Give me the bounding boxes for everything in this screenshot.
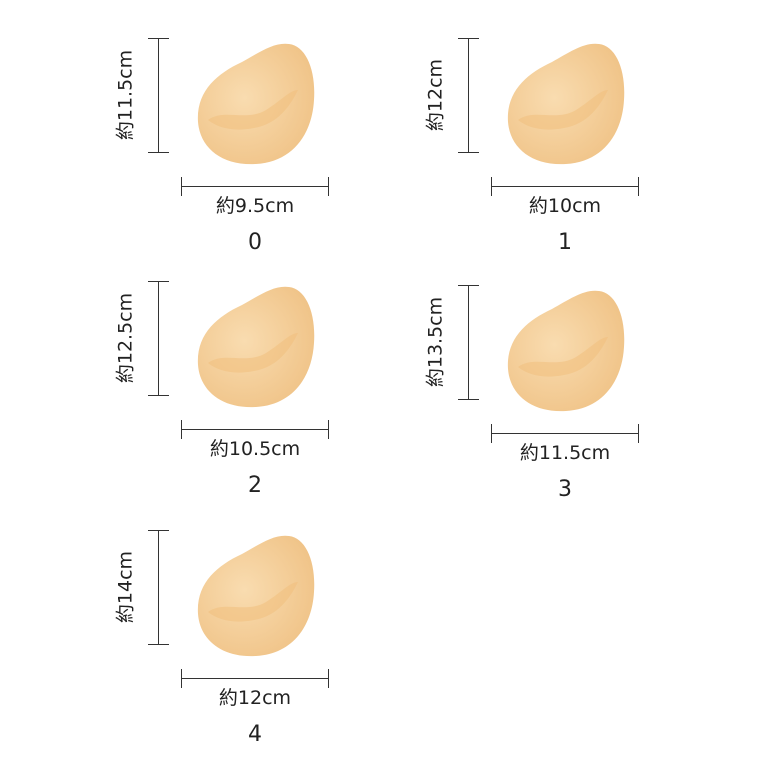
item-number: 1 — [558, 230, 572, 255]
height-dimension-line — [148, 281, 169, 396]
width-label: 約10.5cm — [209, 438, 301, 460]
size-item-3: 約13.5cm 約11.5cm 3 — [420, 277, 660, 512]
width-label: 約12cm — [218, 687, 292, 709]
breast-pad-image — [194, 532, 318, 658]
size-item-4: 約14cm 約12cm 4 — [110, 522, 350, 757]
height-label: 約11.5cm — [114, 49, 137, 141]
height-dimension-line — [148, 38, 169, 153]
size-item-0: 約11.5cm 約9.5cm 0 — [110, 30, 350, 265]
breast-pad-image — [504, 40, 628, 166]
breast-pad-image — [194, 283, 318, 409]
width-label: 約9.5cm — [215, 195, 295, 217]
breast-pad-image — [194, 40, 318, 166]
height-dimension-line — [148, 530, 169, 645]
width-dimension-line — [181, 420, 329, 439]
size-item-1: 約12cm 約10cm 1 — [420, 30, 660, 265]
width-dimension-line — [181, 177, 329, 196]
height-dimension-line — [458, 285, 479, 400]
width-dimension-line — [491, 177, 639, 196]
width-label: 約11.5cm — [519, 442, 611, 464]
item-number: 2 — [248, 473, 262, 498]
height-dimension-line — [458, 38, 479, 153]
height-label: 約14cm — [114, 550, 137, 624]
breast-pad-image — [504, 287, 628, 413]
height-label: 約12cm — [424, 58, 447, 132]
height-label: 約13.5cm — [424, 296, 447, 388]
size-item-2: 約12.5cm 約10.5cm 2 — [110, 273, 350, 508]
item-number: 4 — [248, 722, 262, 747]
width-dimension-line — [181, 669, 329, 688]
width-label: 約10cm — [528, 195, 602, 217]
item-number: 0 — [248, 230, 262, 255]
item-number: 3 — [558, 477, 572, 502]
height-label: 約12.5cm — [114, 292, 137, 384]
width-dimension-line — [491, 424, 639, 443]
